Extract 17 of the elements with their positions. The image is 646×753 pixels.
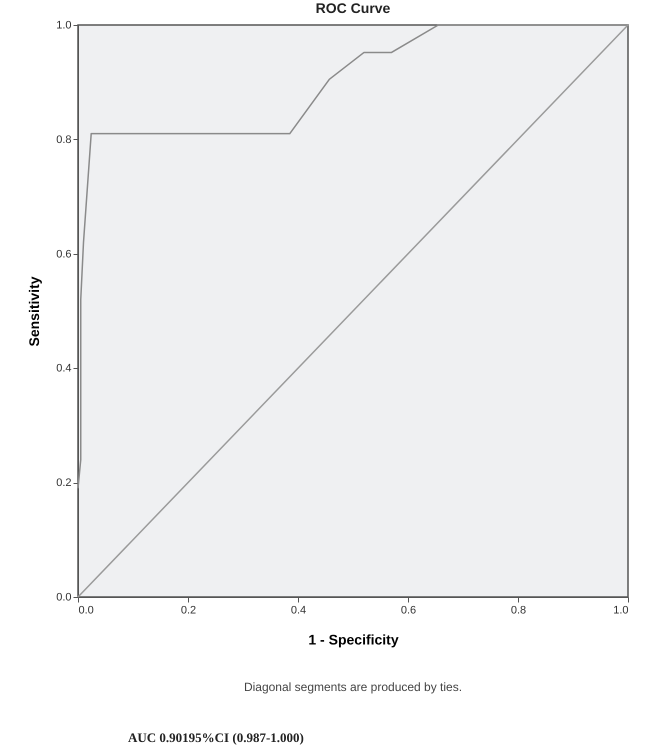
x-axis-title: 1 - Specificity xyxy=(308,632,399,648)
x-tick-label: 0.8 xyxy=(510,604,526,616)
y-tick-label: 0.2 xyxy=(56,477,72,490)
text: AUC 0.90195%CI (0.987-1.000) xyxy=(128,730,304,745)
y-axis-title: Sensitivity xyxy=(26,276,42,347)
x-tick-label: 0.4 xyxy=(290,604,306,616)
y-tick-label: 0.6 xyxy=(56,248,72,260)
x-tick-label: 1.0 xyxy=(613,604,628,616)
y-tick-label: 0.4 xyxy=(56,362,72,375)
x-tick-label: 0.0 xyxy=(78,604,94,616)
y-tick-label: 1.0 xyxy=(56,20,72,32)
x-tick-label: 0.6 xyxy=(400,604,416,616)
text: Diagonal segments are produced by ties. xyxy=(244,680,462,694)
y-tick-label: 0.8 xyxy=(56,134,72,146)
x-tick-label: 0.2 xyxy=(180,604,196,616)
y-tick-label: 0.0 xyxy=(56,592,72,604)
chart-title: ROC Curve xyxy=(316,0,391,16)
